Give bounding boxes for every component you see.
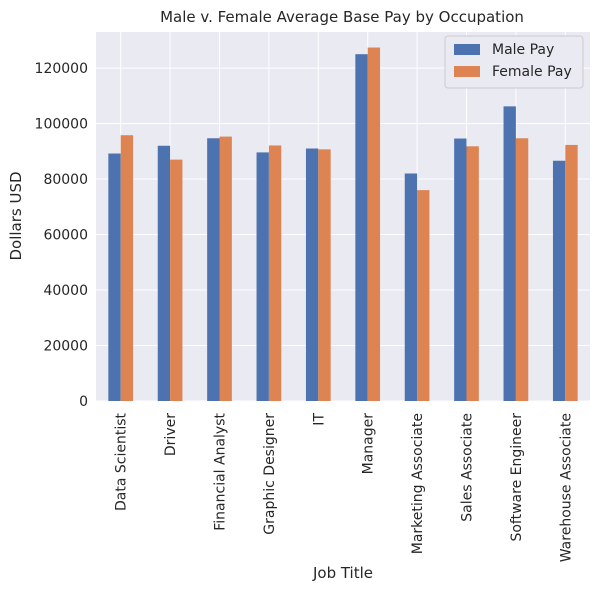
x-tick-label: Software Engineer <box>509 413 525 542</box>
y-tick-label: 40000 <box>43 283 88 299</box>
x-tick-labels: Data Scientist Driver Financial Analyst Gra… <box>114 412 575 562</box>
bar-female-pay-software-engineer <box>515 138 529 401</box>
x-axis-title: Job Title <box>312 564 373 582</box>
x-tick-label: Manager <box>361 413 377 475</box>
bar-male-pay-warehouse-associate <box>552 160 566 401</box>
bar-male-pay-it <box>305 148 319 401</box>
y-tick-label: 0 <box>79 394 88 410</box>
x-tick-label: Graphic Designer <box>262 413 278 535</box>
bar-male-pay-financial-analyst <box>207 138 220 401</box>
legend-swatch-female-pay <box>454 66 480 77</box>
bar-male-pay-sales-associate <box>454 138 467 402</box>
bar-female-pay-sales-associate <box>466 146 479 401</box>
y-tick-label: 20000 <box>43 339 88 355</box>
y-axis-title: Dollars USD <box>7 171 25 260</box>
bar-male-pay-driver <box>157 145 171 401</box>
legend-label-female-pay: Female Pay <box>492 64 572 80</box>
y-tick-labels: 0 20000 40000 60000 80000 100000 120000 <box>35 61 88 410</box>
y-tick-label: 120000 <box>35 61 88 77</box>
y-tick-label: 60000 <box>43 228 88 244</box>
x-tick-label: Warehouse Associate <box>558 413 574 562</box>
x-tick-label: Sales Associate <box>460 413 476 522</box>
x-tick-label: IT <box>311 413 327 426</box>
bar-female-pay-financial-analyst <box>219 136 232 401</box>
y-tick-label: 100000 <box>35 117 88 133</box>
bar-male-pay-data-scientist <box>108 153 121 401</box>
bars <box>108 47 578 402</box>
bar-male-pay-software-engineer <box>503 106 516 401</box>
bar-female-pay-manager <box>367 47 381 402</box>
x-tick-label: Financial Analyst <box>213 412 229 530</box>
bar-female-pay-driver <box>170 159 183 401</box>
bar-male-pay-manager <box>355 54 368 401</box>
chart-title: Male v. Female Average Base Pay by Occup… <box>160 8 524 26</box>
bar-female-pay-warehouse-associate <box>565 144 578 401</box>
bar-female-pay-graphic-designer <box>268 145 282 401</box>
bar-female-pay-marketing-associate <box>417 190 430 401</box>
legend-label-male-pay: Male Pay <box>492 42 554 58</box>
legend-swatch-male-pay <box>454 44 480 55</box>
x-tick-label: Driver <box>163 413 179 456</box>
legend: Male Pay Female Pay <box>444 35 584 89</box>
bar-male-pay-graphic-designer <box>256 152 269 401</box>
bar-female-pay-it <box>318 149 331 401</box>
bar-male-pay-marketing-associate <box>404 173 418 401</box>
x-tick-label: Data Scientist <box>114 412 130 511</box>
bar-female-pay-data-scientist <box>120 135 134 401</box>
y-tick-label: 80000 <box>43 172 88 188</box>
x-tick-label: Marketing Associate <box>410 413 426 554</box>
